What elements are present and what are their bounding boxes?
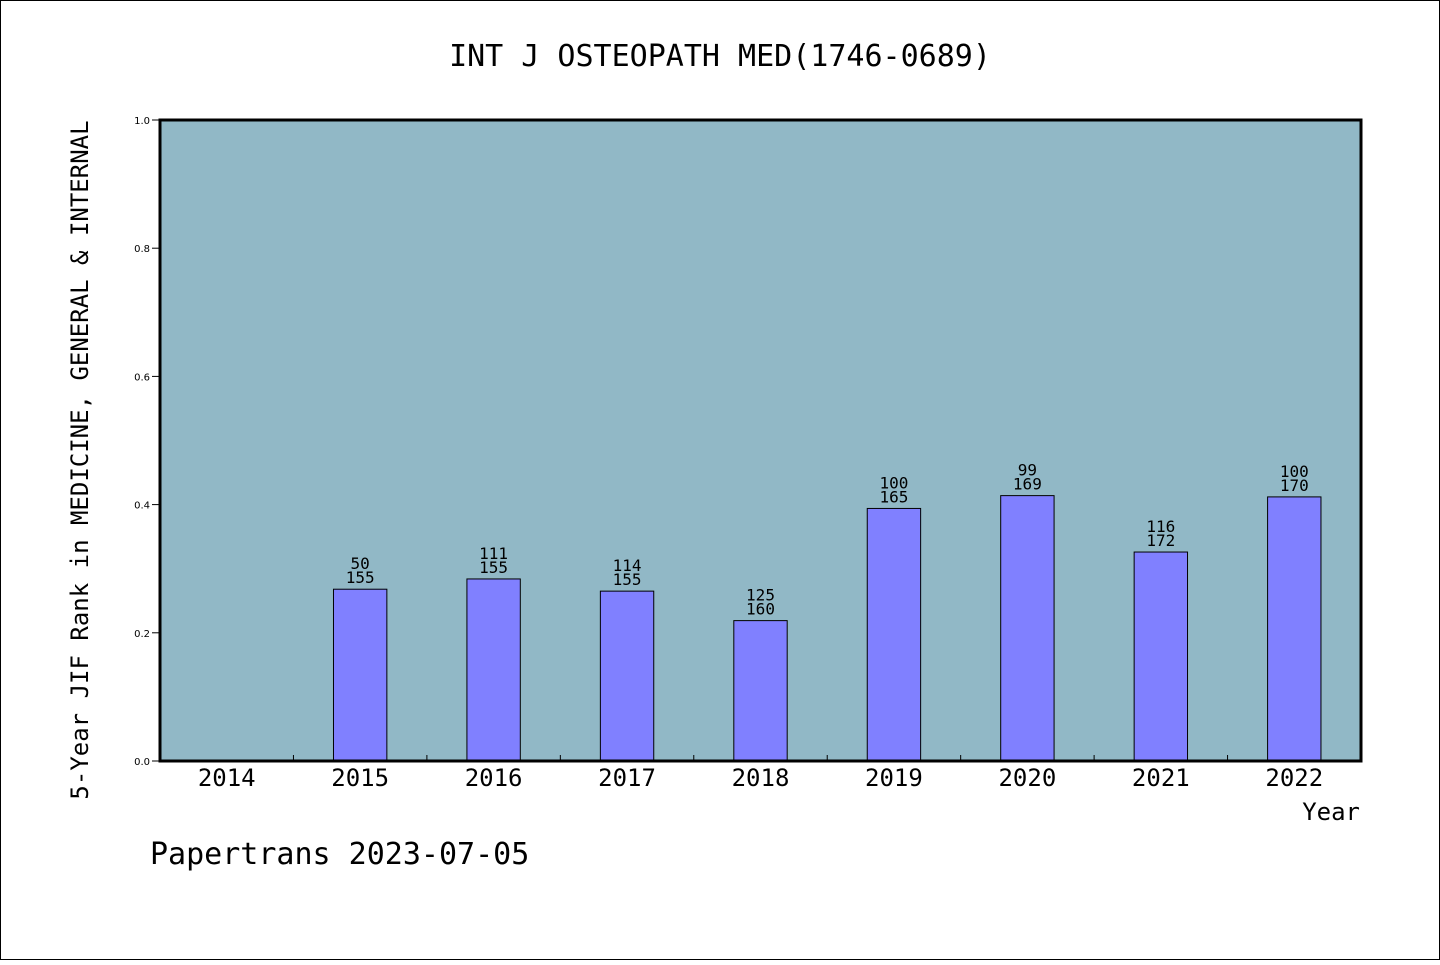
chart-title: INT J OSTEOPATH MED(1746-0689) bbox=[449, 39, 991, 74]
data-label-rank: 111 bbox=[479, 544, 508, 563]
x-tick-label: 2022 bbox=[1265, 764, 1323, 792]
y-tick-label: 0.6 bbox=[134, 372, 150, 383]
bar-2018 bbox=[733, 620, 788, 762]
x-tick-label: 2020 bbox=[998, 764, 1056, 792]
data-label-total: 155 bbox=[479, 558, 508, 577]
bar-2017 bbox=[599, 590, 655, 762]
bar-2016 bbox=[466, 578, 521, 762]
x-tick-label: 2019 bbox=[865, 764, 923, 792]
bar-2019 bbox=[866, 507, 922, 762]
data-label-total: 170 bbox=[1280, 476, 1309, 495]
y-tick-label: 0.2 bbox=[134, 629, 150, 640]
data-label-rank: 99 bbox=[1018, 461, 1037, 480]
x-tick-label: 2017 bbox=[598, 764, 656, 792]
data-label-rank: 100 bbox=[1280, 462, 1309, 481]
bar-2020 bbox=[1000, 495, 1055, 762]
x-tick-label: 2018 bbox=[732, 764, 790, 792]
data-label-total: 172 bbox=[1146, 531, 1175, 550]
data-label-rank: 116 bbox=[1146, 517, 1175, 536]
x-tick-label: 2014 bbox=[198, 764, 256, 792]
data-label-rank: 125 bbox=[746, 586, 775, 605]
data-label-rank: 50 bbox=[351, 554, 370, 573]
y-axis-label: 5-Year JIF Rank in MEDICINE, GENERAL & I… bbox=[66, 120, 94, 799]
data-label-total: 155 bbox=[613, 570, 642, 589]
data-label-total: 155 bbox=[346, 568, 375, 587]
x-tick-label: 2016 bbox=[465, 764, 523, 792]
y-tick-label: 0.8 bbox=[134, 244, 150, 255]
footer-credit: Papertrans 2023-07-05 bbox=[150, 837, 529, 872]
data-label-rank: 100 bbox=[879, 473, 908, 492]
data-label-rank: 114 bbox=[613, 556, 642, 575]
data-label-total: 160 bbox=[746, 600, 775, 619]
x-axis-ticks: 2014 2015 2016 2017 2018 2019 2020 2021 2022 bbox=[198, 755, 1323, 792]
y-tick-label: 0.4 bbox=[134, 501, 150, 512]
x-axis-label: Year bbox=[1302, 798, 1360, 826]
x-tick-label: 2015 bbox=[331, 764, 389, 792]
x-tick-label: 2021 bbox=[1132, 764, 1190, 792]
bars bbox=[332, 495, 1322, 762]
y-tick-label: 1.0 bbox=[134, 116, 150, 127]
data-label-total: 169 bbox=[1013, 475, 1042, 494]
plot-frame bbox=[158, 118, 1363, 763]
bar-2022 bbox=[1267, 496, 1322, 762]
bar-2015 bbox=[332, 588, 388, 762]
y-tick-label: 0.0 bbox=[134, 757, 150, 768]
data-label-total: 165 bbox=[879, 487, 908, 506]
bar-2021 bbox=[1133, 551, 1189, 762]
